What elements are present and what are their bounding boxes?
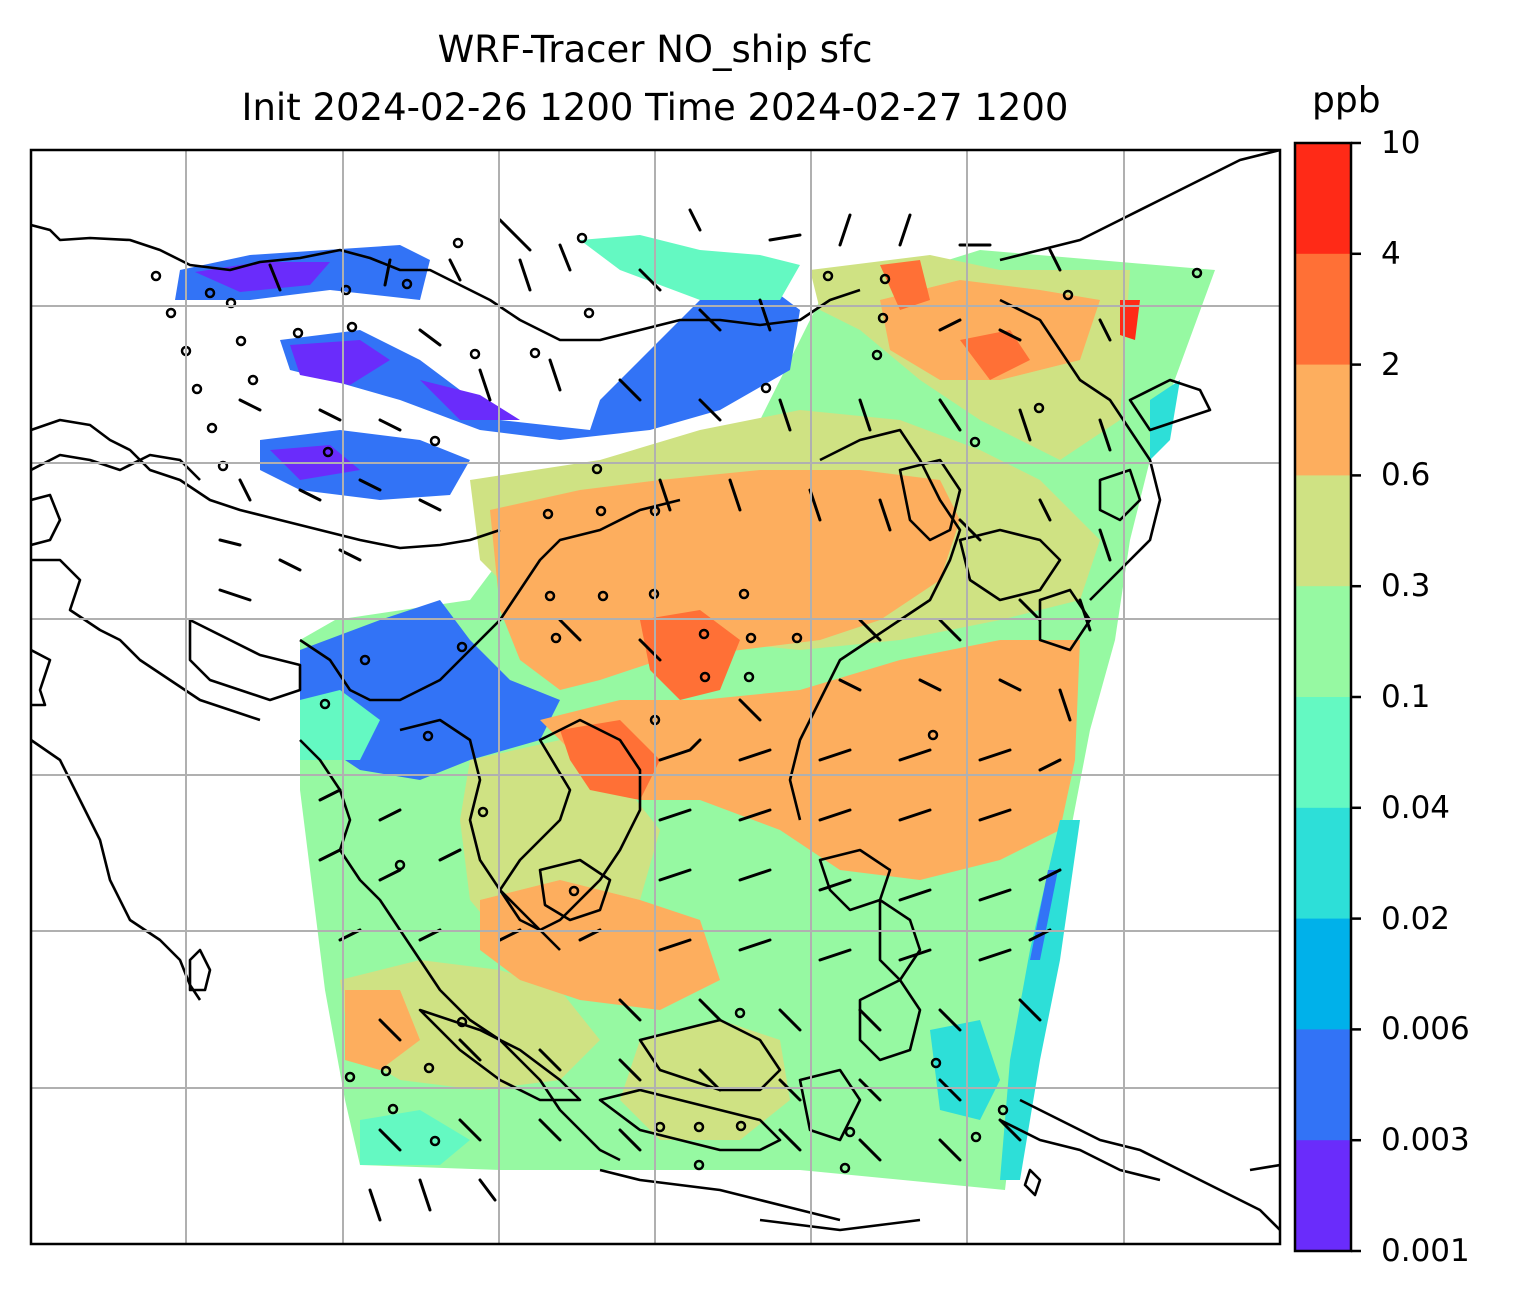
map-frame: [29, 148, 1282, 1246]
wind-barbs: [218, 208, 1112, 1222]
gridlines: [31, 150, 1280, 1244]
colorbar-tick-label: 0.6: [1381, 457, 1431, 494]
colorbar-tick-label: 0.3: [1381, 568, 1431, 605]
colorbar-tick-label: 0.003: [1381, 1122, 1470, 1159]
colorbar-segment: [1295, 143, 1351, 255]
chart-title-line-1: WRF-Tracer NO_ship sfc: [437, 28, 873, 71]
concentration-field: [175, 235, 1215, 1190]
colorbar-segment: [1295, 253, 1351, 366]
coastlines: [31, 150, 1280, 1232]
colorbar-tick-label: 0.02: [1381, 900, 1451, 937]
colorbar-segment: [1295, 364, 1351, 476]
colorbar-segment: [1295, 475, 1351, 587]
colorbar-tick-label: 4: [1381, 235, 1401, 272]
chart-title-line-2: Init 2024-02-26 1200 Time 2024-02-27 120…: [241, 86, 1069, 129]
colorbar-segment: [1295, 918, 1351, 1030]
colorbar-tick-label: 10: [1381, 125, 1421, 161]
colorbar-segment: [1295, 697, 1351, 809]
colorbar-segment: [1295, 1029, 1351, 1141]
colorbar-segment: [1295, 807, 1351, 920]
colorbar-tick-label: 0.001: [1381, 1233, 1470, 1269]
colorbar-tick-label: 0.04: [1381, 789, 1451, 826]
colorbar-tick-label: 2: [1381, 346, 1401, 383]
colorbar-unit-label: ppb: [1312, 80, 1381, 121]
colorbar-segment: [1295, 1140, 1351, 1252]
colorbar-tick-label: 0.1: [1381, 679, 1431, 715]
colorbar-segment: [1295, 586, 1351, 698]
colorbar-tick-label: 0.006: [1381, 1011, 1470, 1048]
